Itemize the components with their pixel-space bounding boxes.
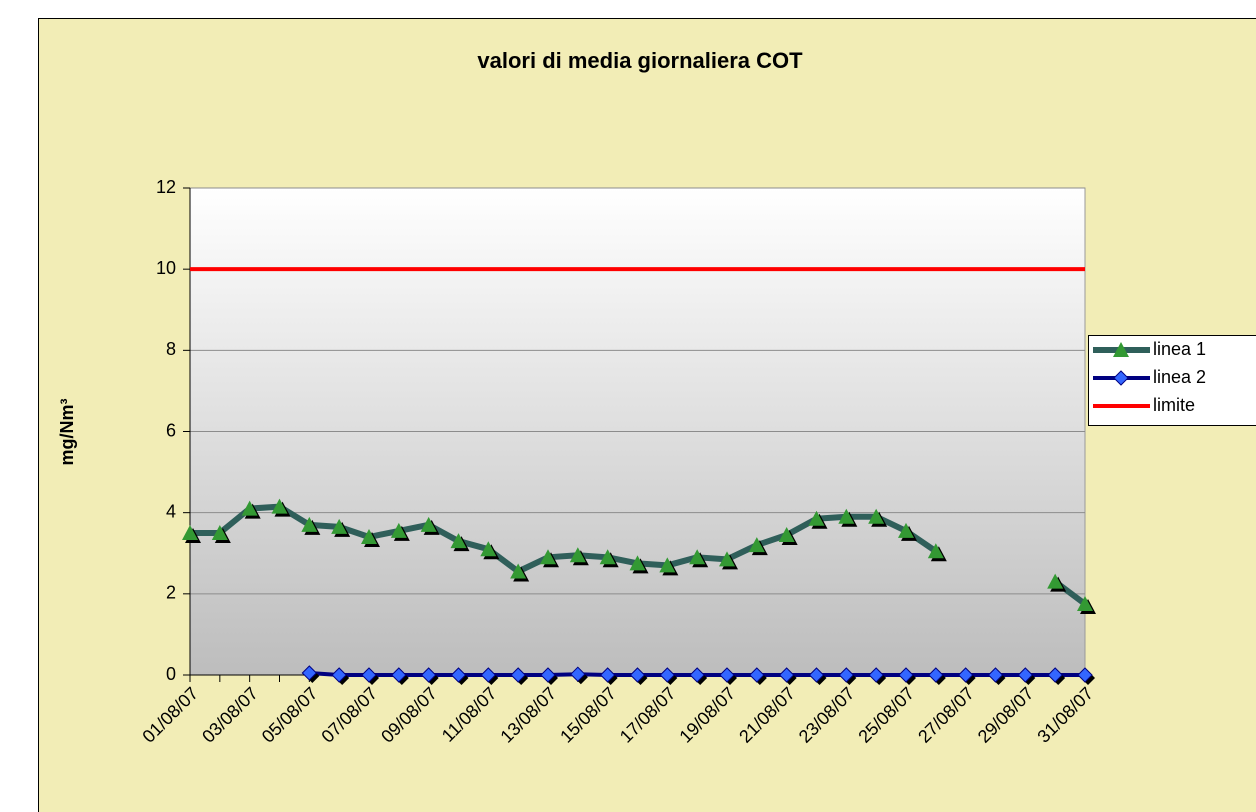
data-point-face — [957, 667, 974, 683]
data-point-face — [182, 524, 198, 540]
data-point-face — [868, 508, 885, 524]
data-point-face — [390, 522, 407, 538]
data-point-face — [778, 667, 795, 683]
data-point-face — [540, 549, 556, 565]
data-point-face — [719, 551, 735, 567]
data-point-face — [1077, 667, 1093, 683]
data-point-face — [748, 537, 765, 553]
data-point-face — [510, 563, 527, 579]
legend-marker — [1113, 370, 1129, 386]
data-point-face — [898, 522, 914, 538]
data-point-face — [1047, 573, 1064, 589]
data-point-face — [569, 547, 586, 563]
data-point-face — [1077, 595, 1093, 611]
data-point-face — [689, 549, 706, 565]
data-point-face — [749, 667, 765, 683]
data-point-face — [927, 543, 944, 559]
data-point-face — [480, 541, 497, 557]
data-point-face — [570, 666, 586, 682]
data-point-face — [391, 667, 407, 683]
data-point-face — [211, 524, 228, 540]
y-tick-label: 12 — [156, 177, 176, 197]
chart-title: valori di media giornaliera COT — [477, 48, 803, 73]
data-point-face — [540, 667, 556, 683]
legend-label: linea 2 — [1153, 367, 1206, 387]
legend-label: linea 1 — [1153, 339, 1206, 359]
data-point-face — [420, 516, 437, 532]
data-point-face — [838, 667, 855, 683]
data-point-face — [450, 667, 467, 683]
y-tick-label: 8 — [166, 339, 176, 359]
y-tick-label: 10 — [156, 258, 176, 278]
data-point-face — [808, 667, 825, 683]
data-point-face — [301, 516, 318, 532]
data-point-face — [599, 549, 616, 565]
data-point-face — [719, 667, 735, 683]
data-point-face — [1047, 667, 1063, 683]
data-point-face — [480, 667, 497, 683]
y-tick-label: 6 — [166, 420, 176, 440]
data-point-face — [420, 667, 437, 683]
data-point-face — [778, 526, 795, 542]
data-point-face — [1017, 667, 1034, 683]
data-point-face — [808, 510, 825, 526]
y-tick-label: 2 — [166, 583, 176, 603]
y-tick-label: 4 — [166, 501, 176, 521]
data-point-face — [868, 667, 884, 683]
y-axis-label: mg/Nm³ — [57, 398, 77, 465]
data-point-face — [331, 518, 348, 534]
data-point-face — [599, 667, 616, 683]
data-point-face — [301, 665, 318, 681]
legend-label: limite — [1153, 395, 1195, 415]
data-point-face — [689, 667, 705, 683]
data-point-face — [629, 555, 646, 571]
data-point-face — [450, 533, 467, 549]
data-point-face — [331, 667, 347, 683]
data-point-face — [659, 667, 676, 683]
y-tick-label: 0 — [166, 664, 176, 684]
legend-marker — [1113, 342, 1129, 357]
data-point-face — [241, 500, 258, 516]
data-point-face — [361, 667, 377, 683]
data-point-face — [510, 667, 526, 683]
data-point-face — [987, 667, 1004, 683]
data-point-face — [898, 667, 914, 683]
data-point-face — [361, 529, 377, 545]
data-point-face — [838, 508, 855, 524]
data-point-face — [629, 667, 646, 683]
data-point-face — [659, 557, 676, 573]
data-point-face — [271, 498, 288, 514]
data-point-face — [928, 667, 944, 683]
